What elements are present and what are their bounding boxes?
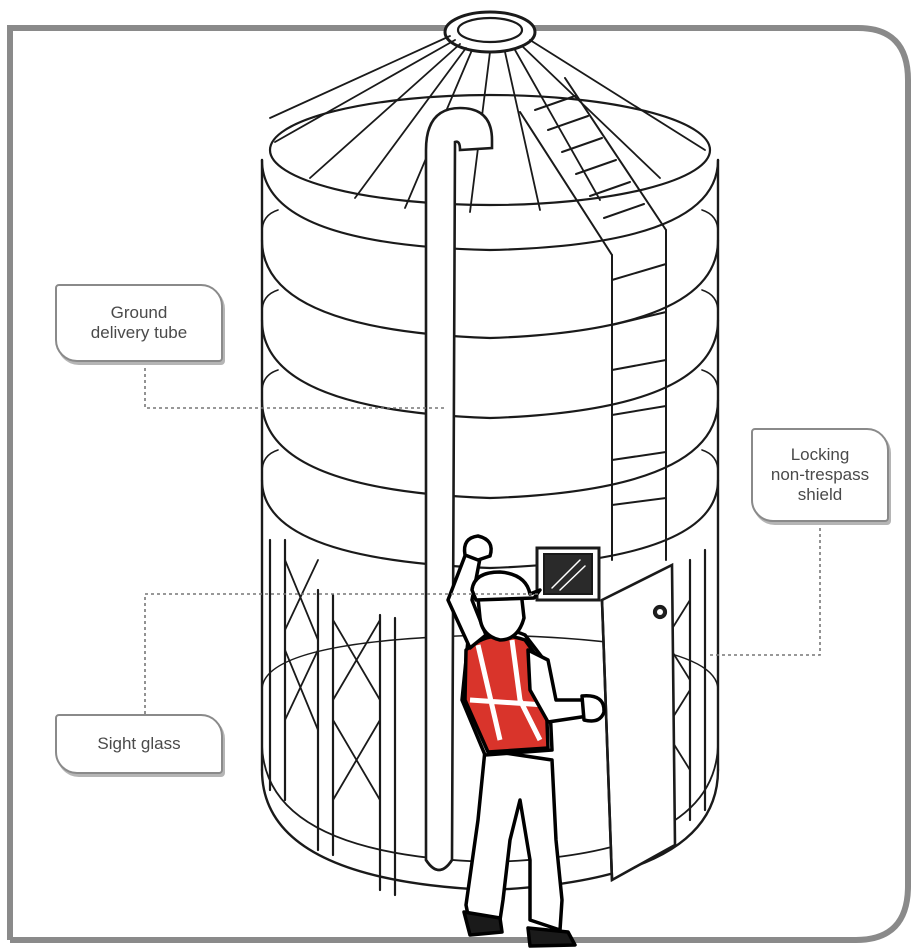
ladder (519, 77, 667, 561)
tube-leader (144, 362, 446, 409)
worker-raised-hand (462, 534, 493, 562)
leader-lines (144, 362, 821, 714)
silo-bands (260, 158, 720, 570)
worker-cap (470, 570, 542, 602)
worker-shoes (462, 910, 577, 948)
band-rings (261, 209, 719, 473)
callout-shield-line-2: non-trespass (770, 465, 870, 484)
diagram-frame (7, 25, 911, 943)
callout-shield-line-1: Locking (790, 445, 850, 464)
callout-glass-line-1: Sight glass (97, 734, 181, 753)
shield-leader (710, 522, 821, 656)
callout-tube-line-2: delivery tube (90, 323, 188, 342)
callout-ground-delivery-tube: Ground delivery tube (55, 284, 223, 362)
roof-top-ring (268, 93, 712, 207)
silo (260, 10, 720, 897)
delivery-tube (424, 106, 494, 872)
worker-trousers (464, 748, 564, 932)
worker-front-hand (580, 694, 606, 723)
glass-leader (144, 593, 540, 714)
support-legs (268, 538, 707, 897)
callout-locking-shield: Locking non-trespass shield (751, 428, 889, 522)
callout-tube-line-1: Ground (110, 303, 168, 322)
callout-sight-glass: Sight glass (55, 714, 223, 774)
callout-shield-line-3: shield (797, 485, 843, 504)
